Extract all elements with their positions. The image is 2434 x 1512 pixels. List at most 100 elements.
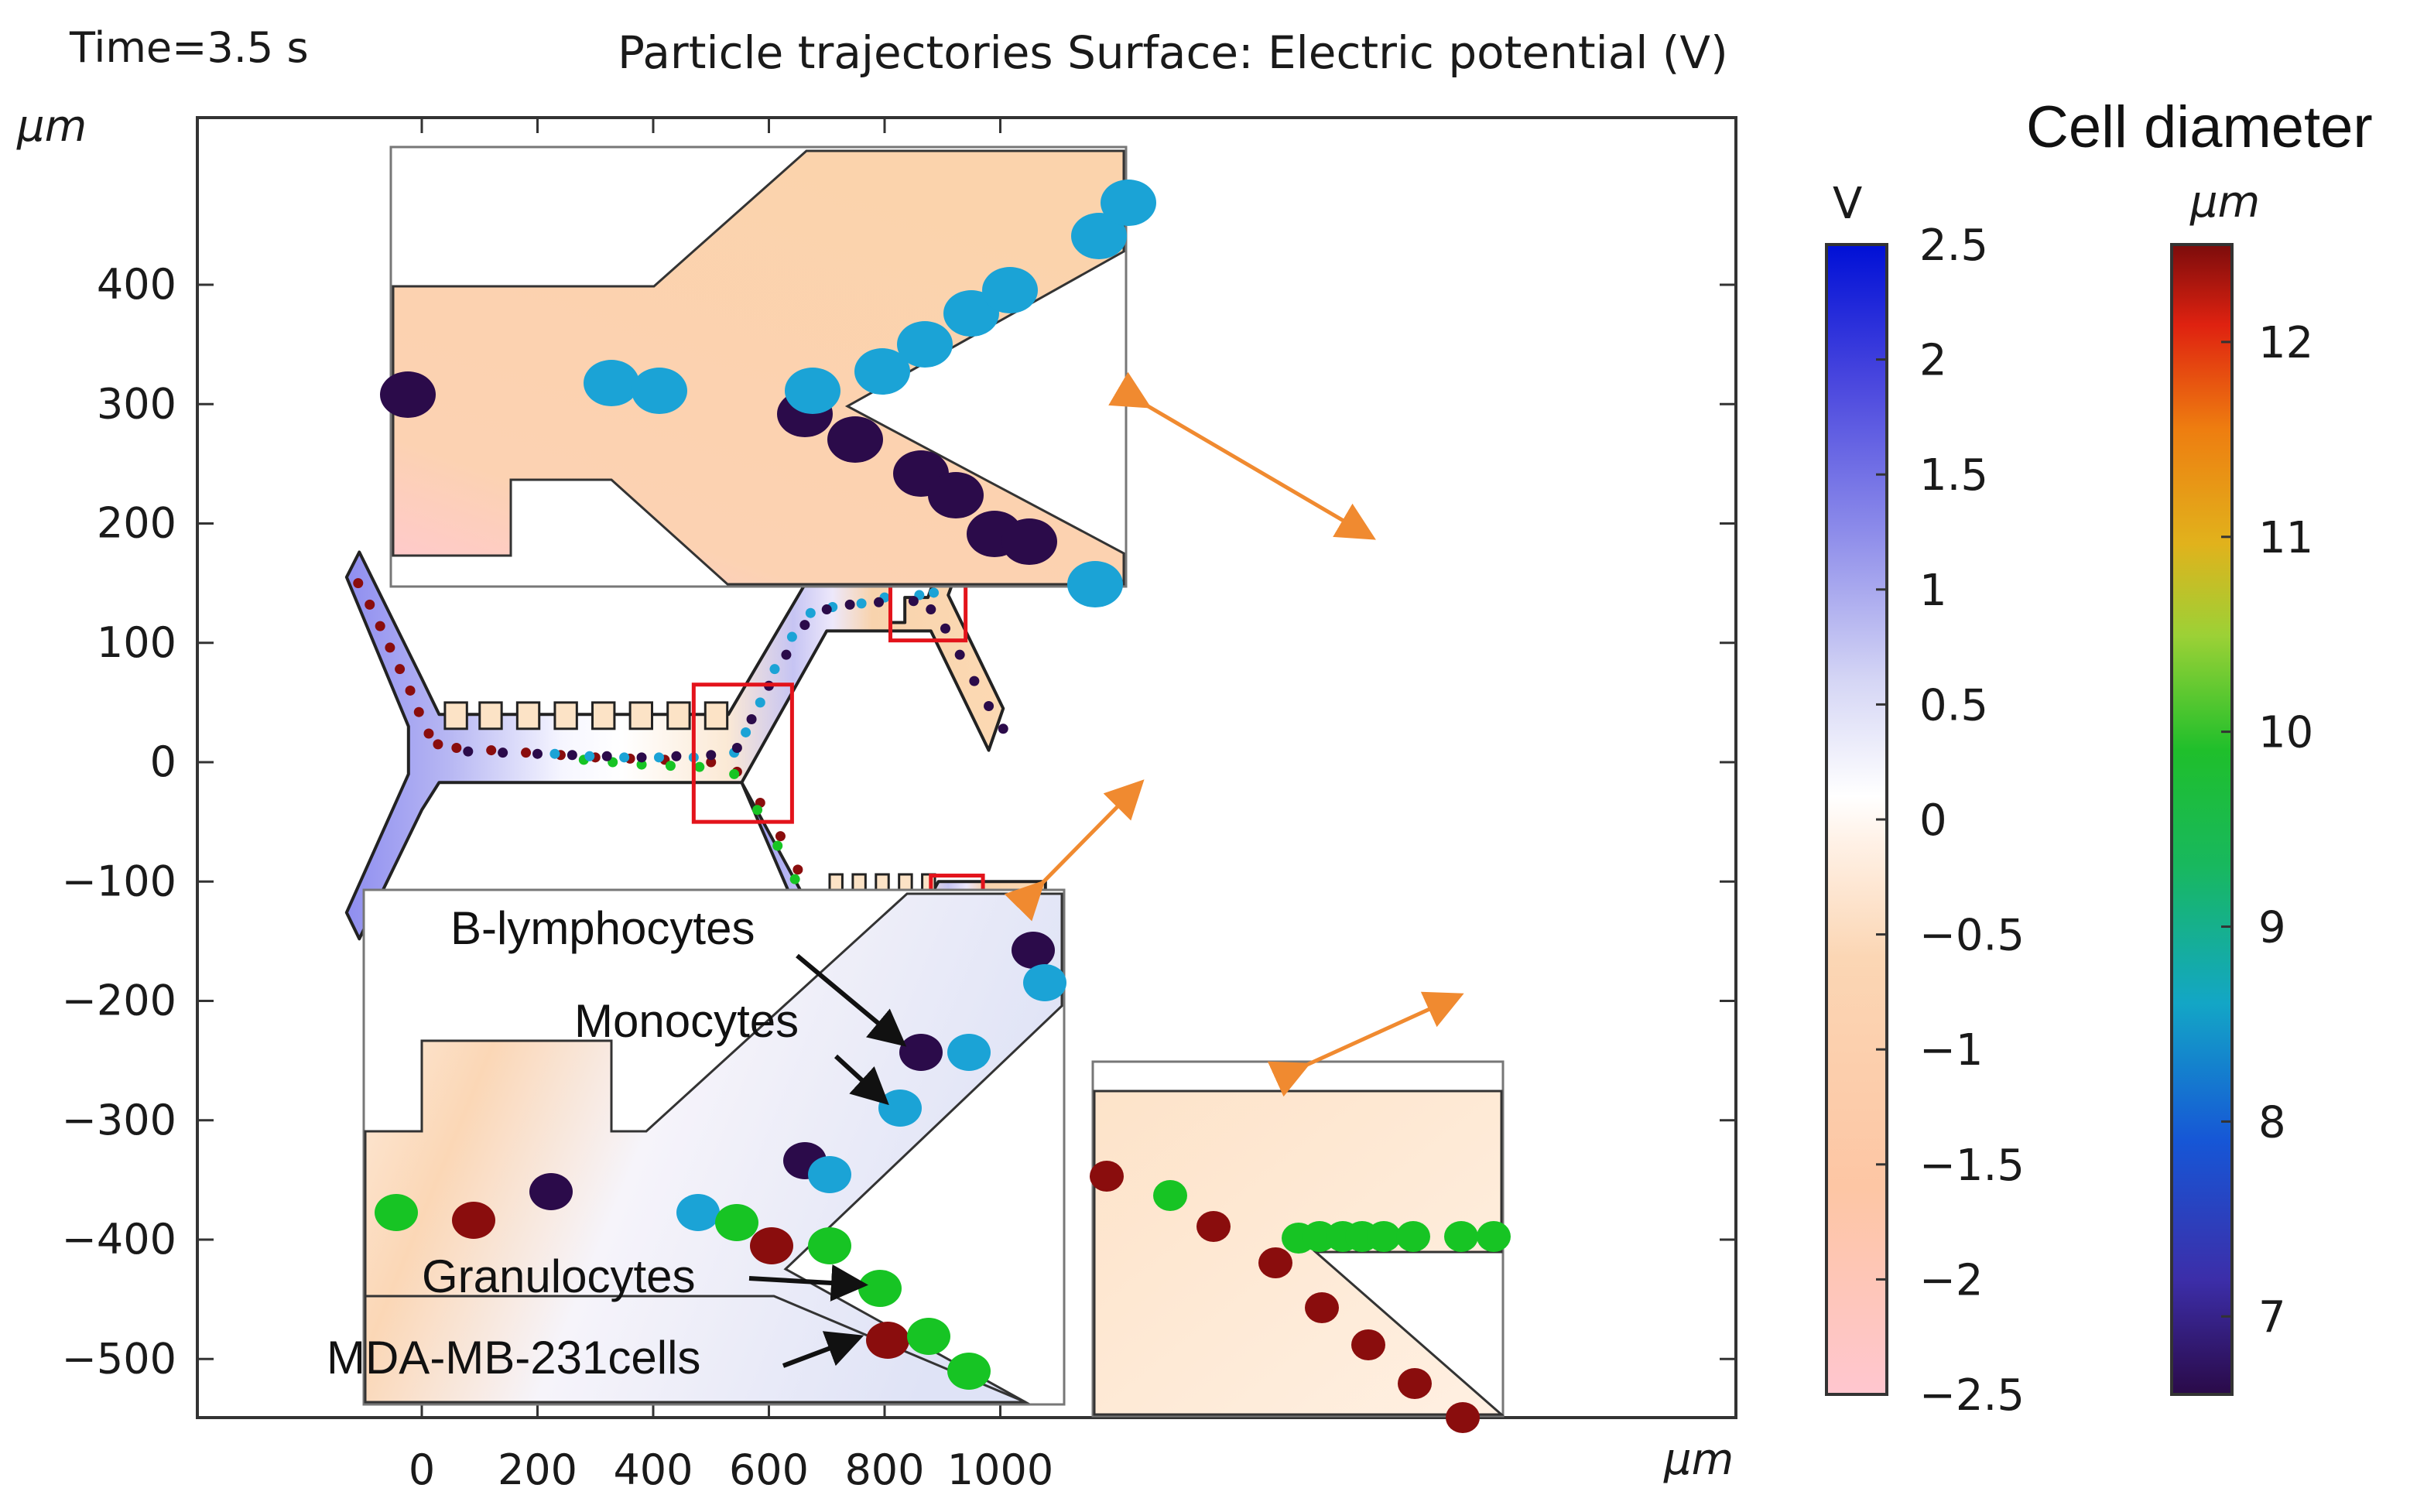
inset-lower-right-cell	[1444, 1221, 1478, 1252]
trajectory-point	[793, 864, 803, 875]
colorbar-tick-label: 10	[2258, 708, 2313, 758]
trajectory-point	[498, 747, 508, 758]
x-tick-label: 400	[613, 1445, 693, 1494]
inset-lower-right-cell	[1305, 1292, 1339, 1323]
inset-upper-cell	[928, 472, 984, 518]
inset-upper-cell	[827, 416, 883, 463]
trajectory-point	[395, 664, 406, 675]
plot-title: Particle trajectories Surface: Electric …	[618, 26, 1728, 79]
x-axis-ticks: 0 200 400 600 800 1000	[409, 118, 1053, 1494]
inset-upper-cells	[380, 180, 1156, 607]
inset-upper-cell	[1101, 180, 1156, 226]
y-tick-label: 300	[97, 379, 176, 428]
arrow-granulocytes	[748, 1264, 868, 1302]
colorbar-tick-label: 2	[1919, 336, 1947, 386]
trajectory-point	[694, 761, 705, 772]
trajectory-point	[940, 623, 950, 634]
inset-lower-left-cell	[907, 1318, 950, 1355]
inset-lower-left-cell	[866, 1322, 909, 1359]
channel-notch	[703, 701, 729, 730]
y-axis-unit: μm	[16, 101, 87, 152]
inset-lower-left-cells	[375, 932, 1066, 1390]
x-axis-unit: μm	[1663, 1435, 1734, 1485]
label-mda-mb-231: MDA-MB-231cells	[327, 1332, 700, 1384]
y-tick-label: −100	[62, 857, 176, 905]
y-tick-label: −400	[62, 1215, 176, 1264]
colorbar-tick-label: −1	[1919, 1025, 1984, 1076]
trajectory-point	[451, 742, 462, 753]
connector-lower-right	[1267, 991, 1464, 1097]
y-tick-label: 0	[150, 737, 176, 786]
trajectory-point	[706, 757, 717, 768]
inset-upper-cell	[584, 360, 639, 406]
trajectory-point	[786, 631, 797, 642]
x-tick-label: 800	[844, 1445, 924, 1494]
colorbar-tick-label: −0.5	[1919, 911, 2025, 961]
inset-upper-cell	[632, 368, 687, 414]
x-tick-label: 600	[729, 1445, 809, 1494]
trajectory-point	[984, 701, 994, 712]
colorbar-tick-label: 12	[2258, 318, 2313, 368]
channel-notch	[443, 701, 468, 730]
label-monocytes: Monocytes	[574, 995, 799, 1047]
trajectory-point	[821, 604, 832, 615]
trajectory-point	[521, 747, 532, 758]
trajectory-point	[375, 621, 385, 631]
diameter-colorbar-title: Cell diameter	[2026, 94, 2373, 160]
trajectory-point	[584, 751, 595, 761]
channel-notch	[591, 701, 616, 730]
arrow-monocytes	[834, 1054, 889, 1106]
diameter-colorbar-ticks: 12 11 10 9 8 7	[2221, 318, 2313, 1343]
connector-upper	[1108, 371, 1376, 540]
inset-lower-right	[1090, 1060, 1511, 1433]
inset-lower-right-cell	[1351, 1329, 1385, 1360]
trajectory-point	[746, 713, 757, 724]
trajectory-point	[752, 805, 763, 816]
inset-lower-right-cell	[1398, 1368, 1432, 1399]
inset-lower-left-cell	[676, 1194, 720, 1231]
x-tick-label: 200	[498, 1445, 577, 1494]
inset-lower-left-wall	[365, 1295, 1026, 1404]
trajectory-point	[856, 598, 867, 609]
arrow-mda-mb-231	[782, 1331, 864, 1368]
inset-lower-right-cell	[1477, 1221, 1511, 1252]
inset-upper-cell	[982, 267, 1038, 313]
inset-lower-right-cell	[1446, 1402, 1480, 1433]
time-label: Time=3.5 s	[69, 23, 309, 72]
trajectory-point	[775, 831, 786, 842]
trajectory-point	[805, 607, 816, 618]
inset-lower-right-cells	[1090, 1161, 1511, 1433]
y-tick-label: 100	[97, 618, 176, 667]
colorbar-tick-label: 2.5	[1919, 221, 1988, 271]
trajectory-point	[549, 748, 560, 759]
trajectory-point	[665, 761, 676, 771]
y-tick-label: −300	[62, 1096, 176, 1144]
inset-upper-cell	[854, 348, 910, 395]
inset-lower-left-cell	[715, 1204, 758, 1241]
x-tick-label: 1000	[947, 1445, 1053, 1494]
inset-upper	[380, 145, 1156, 607]
trajectory-point	[998, 724, 1008, 734]
potential-colorbar-ticks: 2.5 2 1.5 1 0.5 0 −0.5 −1 −1.5 −2 −2.5	[1876, 221, 2025, 1421]
colorbar-tick-label: 11	[2258, 513, 2313, 563]
trajectory-point	[874, 597, 885, 607]
inset-upper-cell	[380, 371, 436, 418]
inset-lower-right-cell	[1153, 1180, 1187, 1211]
inset-upper-cell	[943, 290, 999, 337]
inset-upper-cell	[1067, 561, 1123, 607]
trajectory-point	[353, 578, 364, 589]
trajectory-point	[423, 728, 434, 739]
inset-connectors	[1004, 371, 1464, 1097]
y-tick-label: −200	[62, 977, 176, 1025]
colorbar-tick-label: −1.5	[1919, 1141, 2025, 1191]
channel-notch	[515, 701, 541, 730]
trajectory-point	[463, 746, 474, 757]
inset-upper-cell	[1071, 213, 1127, 259]
trajectory-point	[671, 751, 682, 761]
trajectory-point	[741, 727, 751, 737]
label-b-lymphocytes: B-lymphocytes	[450, 902, 755, 954]
trajectory-point	[365, 599, 375, 610]
inset-lower-right-cell	[1396, 1221, 1430, 1252]
inset-upper-cell	[785, 368, 840, 414]
diameter-colorbar-bar	[2170, 243, 2234, 1396]
